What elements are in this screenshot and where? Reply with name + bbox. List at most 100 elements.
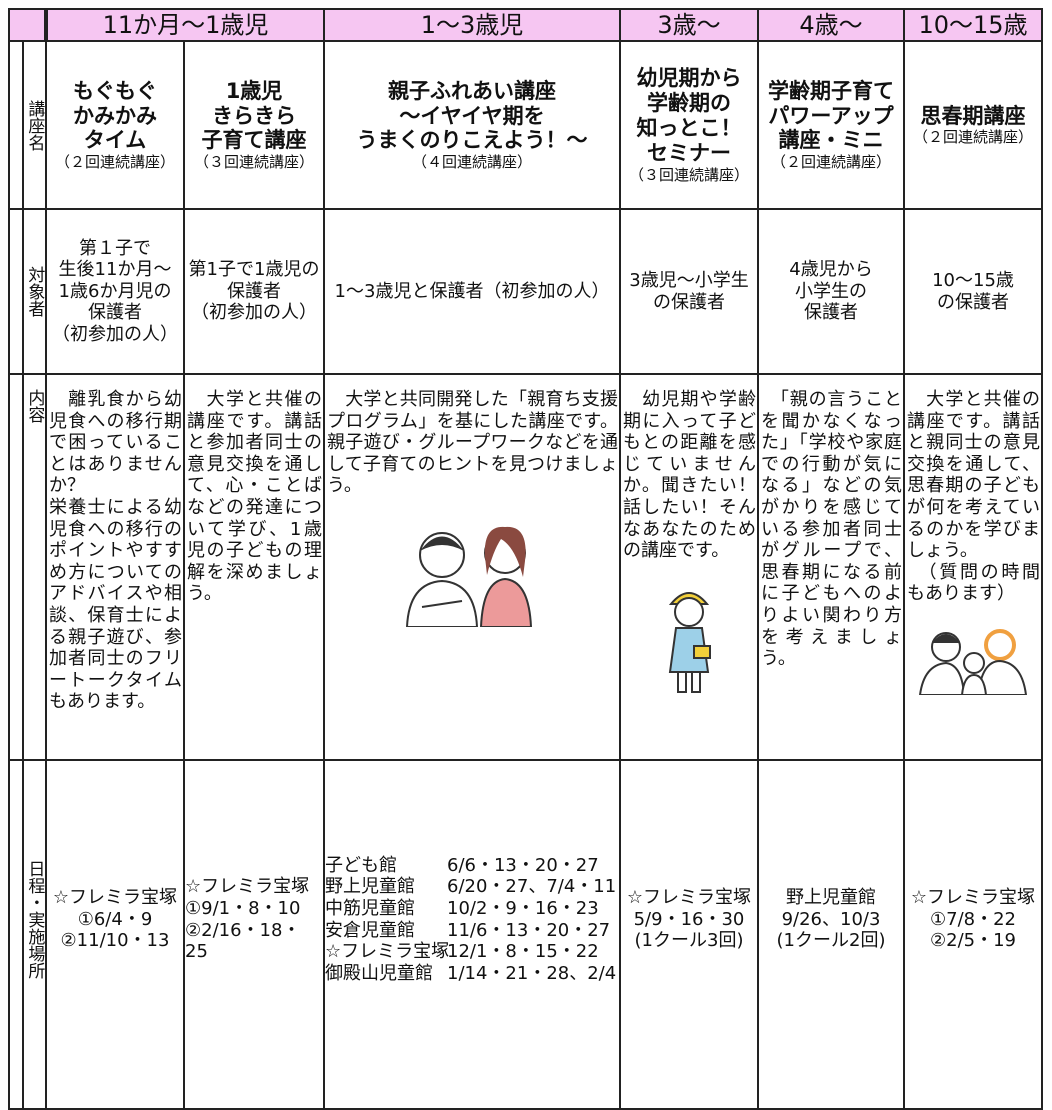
cell: もぐもぐ かみかみ タイム （２回連続講座） bbox=[45, 40, 185, 210]
cell: 幼児期から 学齢期の 知っとこ！ セミナー （３回連続講座） bbox=[619, 40, 759, 210]
description: 大学と共催の講座です。講話と参加者同士の意見交換を通して、心・ことばなどの発達に… bbox=[187, 389, 322, 605]
schedule-entry: ☆フレミラ宝塚 12/1・8・15・22 bbox=[325, 941, 618, 963]
table-row: 講座名 もぐもぐ かみかみ タイム （２回連続講座） 1歳児 きらきら 子育て講座 （３… bbox=[8, 40, 1043, 210]
cell: 「親の言うことを聞かなくなった」「学校や家庭での行動が気になる」などの気がかりを… bbox=[757, 373, 905, 761]
blank-cell bbox=[8, 40, 24, 210]
table-row: 日程・実施場所 ☆フレミラ宝塚 ①6/4・9 ②11/10・13 ☆フレミラ宝塚 ①… bbox=[8, 759, 1043, 1110]
illustration bbox=[405, 526, 533, 627]
course-note: （４回連続講座） bbox=[411, 153, 532, 172]
row-label: 内容 bbox=[24, 389, 45, 423]
age-group: 4歳〜 bbox=[757, 8, 905, 42]
cell: 4歳児から 小学生の 保護者 bbox=[757, 208, 905, 375]
cell: ☆フレミラ宝塚 5/9・16・30 (1クール3回) bbox=[619, 759, 759, 1110]
row-label-cell: 講座名 bbox=[22, 40, 47, 210]
blank-cell bbox=[8, 373, 24, 761]
cell-text: 1〜3歳児と保護者（初参加の人） bbox=[334, 280, 610, 302]
row-label-cell: 日程・実施場所 bbox=[22, 759, 47, 1110]
course-note: （２回連続講座） bbox=[912, 128, 1033, 147]
course-title: 1歳児 きらきら 子育て講座 bbox=[201, 78, 307, 153]
cell: ☆フレミラ宝塚 ①9/1・8・10 ②2/16・18・25 bbox=[183, 759, 325, 1110]
course-title: 学齢期子育て パワーアップ 講座・ミニ bbox=[768, 78, 894, 153]
schedule-entry: 子ども館 6/6・13・20・27 bbox=[325, 854, 618, 877]
place: 子ども館 bbox=[325, 854, 397, 876]
dates: 11/6・13・20・27 bbox=[447, 919, 611, 941]
dates: 6/6・13・20・27 bbox=[447, 854, 599, 876]
cell-text: ☆フレミラ宝塚 ①6/4・9 ②11/10・13 bbox=[52, 887, 178, 952]
row-label-cell: 内容 bbox=[22, 373, 47, 761]
cell-text: ☆フレミラ宝塚 ①7/8・22 ②2/5・19 bbox=[910, 887, 1036, 952]
schedule-entry: 中筋児童館 10/2・9・16・23 bbox=[325, 897, 618, 920]
course-title: もぐもぐ かみかみ タイム bbox=[73, 78, 157, 153]
table-row: 対象者 第１子で 生後11か月〜 1歳6か月児の 保護者 （初参加の人） 第1子で1… bbox=[8, 208, 1043, 375]
cell: 親子ふれあい講座 〜イヤイヤ期を うまくのりこえよう！〜 （４回連続講座） bbox=[323, 40, 621, 210]
corner-cell bbox=[8, 8, 48, 42]
row-label-cell: 対象者 bbox=[22, 208, 47, 375]
place: 中筋児童館 bbox=[325, 897, 415, 919]
cell: 幼児期や学齢期に入って子どもとの距離を感じていませんか。聞きたい！話したい！そん… bbox=[619, 373, 759, 761]
blank-cell bbox=[8, 759, 24, 1110]
header-row: 11か月〜1歳児 1〜3歳児 3歳〜 4歳〜 10〜15歳 bbox=[8, 8, 1043, 42]
cell-text: ☆フレミラ宝塚 ①9/1・8・10 ②2/16・18・25 bbox=[185, 876, 310, 963]
cell: 大学と共同開発した「親育ち支援プログラム」を基にした講座です。親子遊び・グループ… bbox=[323, 373, 621, 761]
course-title: 思春期講座 bbox=[920, 103, 1026, 128]
age-group: 1〜3歳児 bbox=[323, 8, 621, 42]
cell: 1歳児 きらきら 子育て講座 （３回連続講座） bbox=[183, 40, 325, 210]
description: 幼児期や学齢期に入って子どもとの距離を感じていませんか。聞きたい！話したい！そん… bbox=[623, 389, 756, 562]
cell-text: 3歳児〜小学生 の保護者 bbox=[629, 269, 749, 313]
cell: 大学と共催の講座です。講話と参加者同士の意見交換を通して、心・ことばなどの発達に… bbox=[183, 373, 325, 761]
row-label: 日程・実施場所 bbox=[24, 860, 45, 979]
cell: 大学と共催の講座です。講話と親同士の意見交換を通して、思春期の子どもが何を考えて… bbox=[903, 373, 1043, 761]
schedule-entry: 御殿山児童館 1/14・21・28、2/4 bbox=[325, 962, 618, 985]
row-label: 対象者 bbox=[24, 266, 45, 317]
cell: ☆フレミラ宝塚 ①6/4・9 ②11/10・13 bbox=[45, 759, 185, 1110]
cell: 第１子で 生後11か月〜 1歳6か月児の 保護者 （初参加の人） bbox=[45, 208, 185, 375]
schedule-entry: 安倉児童館 11/6・13・20・27 bbox=[325, 919, 618, 942]
course-note: （３回連続講座） bbox=[193, 153, 314, 172]
illustration bbox=[918, 628, 1028, 695]
place: ☆フレミラ宝塚 bbox=[325, 941, 450, 963]
cell: 子ども館 6/6・13・20・27 野上児童館 6/20・27、7/4・11 中筋児童館… bbox=[323, 759, 621, 1110]
cell-text: 第１子で 生後11か月〜 1歳6か月児の 保護者 （初参加の人） bbox=[52, 237, 178, 345]
cell: 1〜3歳児と保護者（初参加の人） bbox=[323, 208, 621, 375]
cell: 10〜15歳 の保護者 bbox=[903, 208, 1043, 375]
cell-text: 4歳児から 小学生の 保護者 bbox=[789, 259, 873, 324]
dates: 6/20・27、7/4・11 bbox=[447, 876, 617, 898]
dates: 12/1・8・15・22 bbox=[447, 941, 599, 963]
cell: 3歳児〜小学生 の保護者 bbox=[619, 208, 759, 375]
description: 大学と共同開発した「親育ち支援プログラム」を基にした講座です。親子遊び・グループ… bbox=[327, 389, 618, 497]
dates: 1/14・21・28、2/4 bbox=[447, 962, 617, 984]
schedule-entry: 野上児童館 6/20・27、7/4・11 bbox=[325, 876, 618, 898]
age-group: 10〜15歳 bbox=[903, 8, 1043, 42]
course-note: （３回連続講座） bbox=[628, 165, 749, 184]
course-title: 幼児期から 学齢期の 知っとこ！ セミナー bbox=[636, 66, 742, 165]
cell: ☆フレミラ宝塚 ①7/8・22 ②2/5・19 bbox=[903, 759, 1043, 1110]
blank-cell bbox=[8, 208, 24, 375]
table-body: 11か月〜1歳児 1〜3歳児 3歳〜 4歳〜 10〜15歳 講座名 もぐもぐ かみかみ タイ… bbox=[8, 8, 1043, 1110]
cell: 学齢期子育て パワーアップ 講座・ミニ （２回連続講座） bbox=[757, 40, 905, 210]
table-row: 内容 離乳食から幼児食への移行期で困っていることはありませんか？ 栄養士による幼… bbox=[8, 373, 1043, 761]
cell: 第1子で1歳児の 保護者 （初参加の人） bbox=[183, 208, 325, 375]
place: 御殿山児童館 bbox=[325, 962, 433, 984]
cell: 思春期講座 （２回連続講座） bbox=[903, 40, 1043, 210]
course-title: 親子ふれあい講座 〜イヤイヤ期を うまくのりこえよう！〜 bbox=[356, 78, 588, 153]
description: 離乳食から幼児食への移行期で困っていることはありませんか？ 栄養士による幼児食へ… bbox=[49, 389, 182, 713]
course-note: （２回連続講座） bbox=[770, 153, 891, 172]
row-label: 講座名 bbox=[24, 99, 45, 151]
description: 大学と共催の講座です。講話と親同士の意見交換を通して、思春期の子どもが何を考えて… bbox=[907, 389, 1040, 605]
cell: 離乳食から幼児食への移行期で困っていることはありませんか？ 栄養士による幼児食へ… bbox=[45, 373, 185, 761]
cell-text: 野上児童館 9/26、10/3 (1クール2回) bbox=[776, 887, 886, 952]
illustration bbox=[668, 591, 711, 693]
age-group: 11か月〜1歳児 bbox=[45, 8, 325, 42]
age-group: 3歳〜 bbox=[619, 8, 759, 42]
cell: 野上児童館 9/26、10/3 (1クール2回) bbox=[757, 759, 905, 1110]
schedule-table: 11か月〜1歳児 1〜3歳児 3歳〜 4歳〜 10〜15歳 講座名 もぐもぐ かみかみ タイ… bbox=[8, 8, 1043, 1110]
dates: 10/2・9・16・23 bbox=[447, 897, 599, 919]
cell-text: ☆フレミラ宝塚 5/9・16・30 (1クール3回) bbox=[626, 887, 752, 952]
place: 野上児童館 bbox=[325, 876, 415, 898]
page: 11か月〜1歳児 1〜3歳児 3歳〜 4歳〜 10〜15歳 講座名 もぐもぐ かみかみ タイ… bbox=[8, 8, 1043, 1110]
course-note: （２回連続講座） bbox=[54, 153, 175, 172]
place: 安倉児童館 bbox=[325, 919, 415, 941]
description: 「親の言うことを聞かなくなった」「学校や家庭での行動が気になる」などの気がかりを… bbox=[761, 389, 902, 670]
cell-text: 10〜15歳 の保護者 bbox=[932, 269, 1014, 313]
cell-text: 第1子で1歳児の 保護者 （初参加の人） bbox=[188, 259, 320, 324]
